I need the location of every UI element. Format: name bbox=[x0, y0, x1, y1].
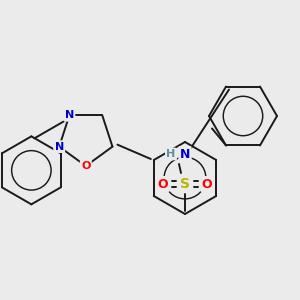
Text: N: N bbox=[55, 142, 64, 152]
Text: N: N bbox=[180, 148, 190, 160]
Text: H: H bbox=[167, 149, 176, 159]
Text: S: S bbox=[180, 177, 190, 191]
Text: N: N bbox=[65, 110, 74, 120]
Text: O: O bbox=[81, 161, 91, 171]
Text: O: O bbox=[202, 178, 212, 190]
Text: O: O bbox=[158, 178, 168, 190]
